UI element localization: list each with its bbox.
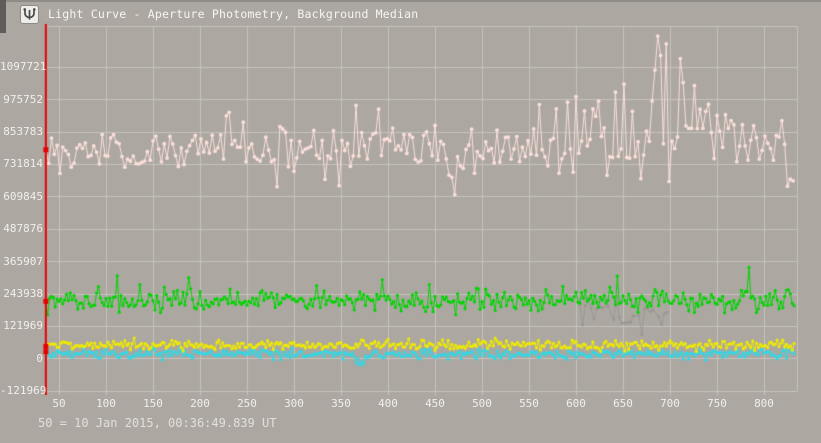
time-reference-caption: 50 = 10 Jan 2015, 00:36:49.839 UT [38,416,277,430]
app-mask-icon [20,4,39,24]
title-bar: Light Curve - Aperture Photometry, Backg… [20,3,418,25]
window-title: Light Curve - Aperture Photometry, Backg… [48,7,419,21]
